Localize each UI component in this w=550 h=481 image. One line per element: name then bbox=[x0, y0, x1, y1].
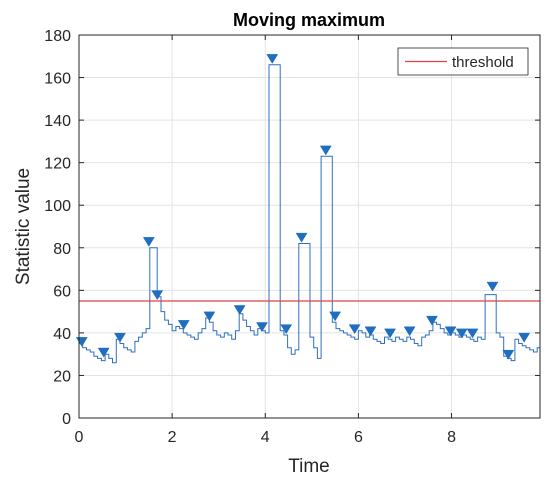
peak-marker bbox=[444, 326, 457, 337]
plot-background bbox=[79, 35, 540, 418]
chart-title: Moving maximum bbox=[233, 10, 385, 30]
peak-marker bbox=[403, 326, 416, 337]
y-tick-label: 60 bbox=[53, 283, 71, 300]
peak-marker bbox=[486, 281, 499, 292]
y-tick-label: 40 bbox=[53, 326, 71, 343]
peak-marker bbox=[466, 328, 479, 339]
x-tick-label: 0 bbox=[75, 429, 84, 446]
peak-marker bbox=[114, 332, 126, 343]
x-tick-label: 6 bbox=[354, 429, 363, 446]
y-tick-label: 0 bbox=[62, 411, 71, 428]
x-axis-label: Time bbox=[288, 456, 330, 477]
peak-marker bbox=[280, 324, 293, 335]
y-tick-label: 140 bbox=[44, 113, 71, 130]
y-tick-label: 120 bbox=[44, 156, 71, 173]
x-tick-label: 2 bbox=[168, 429, 177, 446]
x-tick-label: 8 bbox=[447, 429, 456, 446]
peak-marker bbox=[384, 328, 397, 339]
peak-marker bbox=[518, 332, 531, 343]
y-tick-label: 160 bbox=[44, 71, 71, 88]
peak-marker bbox=[203, 311, 216, 322]
peak-marker bbox=[502, 349, 515, 360]
peak-marker bbox=[142, 237, 155, 247]
x-tick-label: 4 bbox=[261, 429, 270, 446]
peak-marker bbox=[426, 315, 438, 326]
y-axis-label: Statistic value bbox=[13, 168, 34, 285]
peak-marker bbox=[266, 54, 279, 64]
peak-marker bbox=[364, 326, 377, 337]
peak-marker bbox=[329, 311, 342, 322]
peak-marker bbox=[151, 290, 164, 301]
peak-marker bbox=[97, 347, 110, 358]
plot-frame bbox=[78, 34, 541, 419]
plot-content bbox=[75, 54, 541, 364]
y-tick-label: 80 bbox=[53, 241, 71, 258]
y-tick-label: 100 bbox=[44, 198, 71, 215]
legend: threshold bbox=[397, 47, 529, 76]
legend-label-threshold: threshold bbox=[452, 54, 514, 71]
peak-marker bbox=[455, 328, 468, 339]
y-tick-label: 20 bbox=[53, 368, 71, 385]
peak-marker bbox=[233, 305, 246, 315]
peak-marker bbox=[295, 232, 308, 243]
y-tick-label: 180 bbox=[44, 28, 71, 45]
peak-marker bbox=[319, 145, 332, 156]
peak-marker bbox=[256, 322, 268, 332]
peak-marker bbox=[348, 324, 361, 335]
peak-marker bbox=[177, 320, 190, 330]
